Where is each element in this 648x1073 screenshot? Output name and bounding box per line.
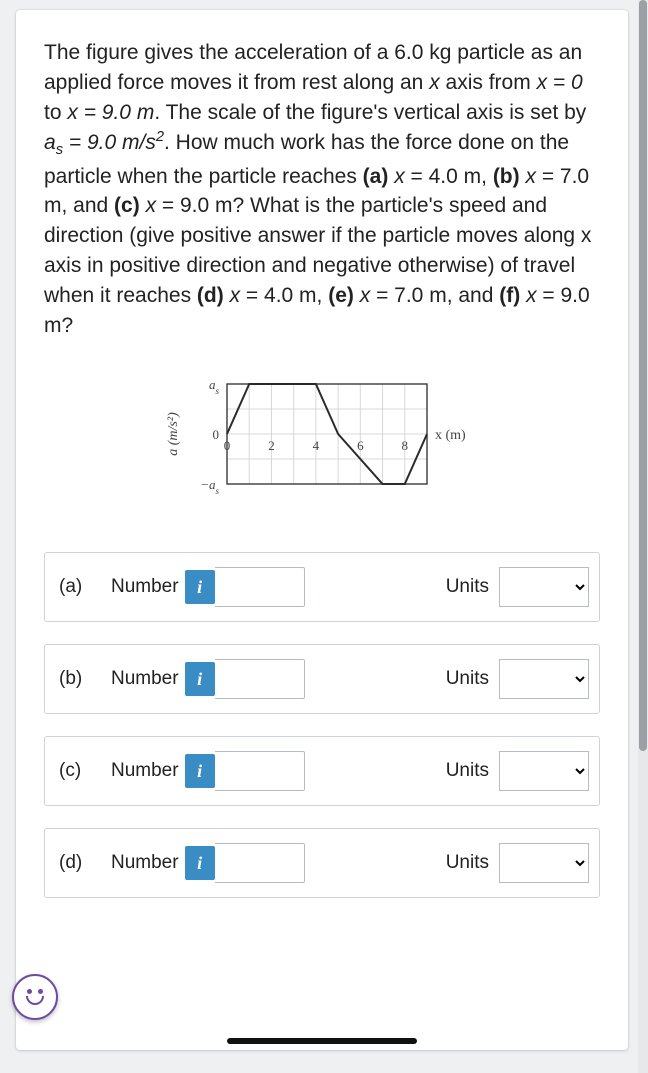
svg-text:x (m): x (m) xyxy=(435,428,466,443)
svg-text:0: 0 xyxy=(224,438,231,453)
units-select[interactable] xyxy=(499,659,589,699)
number-label: Number xyxy=(111,760,179,782)
eq: x xyxy=(360,284,371,307)
eq: x xyxy=(394,165,405,188)
part-b: (b) xyxy=(493,165,520,188)
acceleration-chart: 0 2 4 6 8 as 0 −as x (m) a (m/s²) xyxy=(157,368,487,518)
answer-row-b: (b) Number i Units xyxy=(44,644,600,714)
svg-text:0: 0 xyxy=(213,427,220,442)
part-label: (d) xyxy=(55,852,111,874)
question-card: The figure gives the acceleration of a 6… xyxy=(16,10,628,1050)
number-input[interactable] xyxy=(215,567,305,607)
part-e: (e) xyxy=(328,284,354,307)
info-icon[interactable]: i xyxy=(185,662,215,696)
svg-text:6: 6 xyxy=(357,438,364,453)
info-icon[interactable]: i xyxy=(185,754,215,788)
svg-text:a (m/s²): a (m/s²) xyxy=(166,412,181,456)
units-label: Units xyxy=(446,852,489,874)
problem-text: The figure gives the acceleration of a 6… xyxy=(44,38,600,340)
scrollbar[interactable] xyxy=(638,0,648,1073)
text: ? xyxy=(62,314,74,337)
part-label: (c) xyxy=(55,760,111,782)
svg-text:2: 2 xyxy=(268,438,275,453)
text: axis from xyxy=(440,71,537,94)
scrollbar-thumb[interactable] xyxy=(639,0,647,751)
part-label: (a) xyxy=(55,576,111,598)
units-select[interactable] xyxy=(499,843,589,883)
units-label: Units xyxy=(446,576,489,598)
text: The figure gives the acceleration of a xyxy=(44,41,394,64)
answer-row-d: (d) Number i Units xyxy=(44,828,600,898)
number-label: Number xyxy=(111,668,179,690)
figure: 0 2 4 6 8 as 0 −as x (m) a (m/s²) xyxy=(44,368,600,518)
part-d: (d) xyxy=(197,284,224,307)
part-f: (f) xyxy=(499,284,520,307)
part-label: (b) xyxy=(55,668,111,690)
svg-text:−as: −as xyxy=(200,477,219,496)
units-label: Units xyxy=(446,760,489,782)
eq: x xyxy=(526,284,537,307)
svg-text:as: as xyxy=(209,377,220,396)
eq: as = 9.0 m/s2 xyxy=(44,131,164,154)
part-c: (c) xyxy=(114,194,140,217)
number-input[interactable] xyxy=(215,659,305,699)
number-label: Number xyxy=(111,852,179,874)
eq: x xyxy=(525,165,536,188)
svg-text:4: 4 xyxy=(313,438,320,453)
number-label: Number xyxy=(111,576,179,598)
home-indicator xyxy=(227,1038,417,1044)
text: to xyxy=(44,101,67,124)
number-input[interactable] xyxy=(215,751,305,791)
number-input[interactable] xyxy=(215,843,305,883)
units-select[interactable] xyxy=(499,751,589,791)
svg-text:8: 8 xyxy=(402,438,409,453)
eq: x = 9.0 m xyxy=(67,101,154,124)
var-x: x xyxy=(429,71,440,94)
text: . The scale of the figure's vertical axi… xyxy=(154,101,586,124)
units-select[interactable] xyxy=(499,567,589,607)
eq: x xyxy=(146,194,157,217)
answer-row-c: (c) Number i Units xyxy=(44,736,600,806)
answer-row-a: (a) Number i Units xyxy=(44,552,600,622)
info-icon[interactable]: i xyxy=(185,570,215,604)
units-label: Units xyxy=(446,668,489,690)
text: 6.0 kg xyxy=(394,41,451,64)
eq: x xyxy=(230,284,241,307)
help-face-icon[interactable] xyxy=(12,974,58,1020)
eq: x = 0 xyxy=(537,71,583,94)
part-a: (a) xyxy=(363,165,389,188)
info-icon[interactable]: i xyxy=(185,846,215,880)
